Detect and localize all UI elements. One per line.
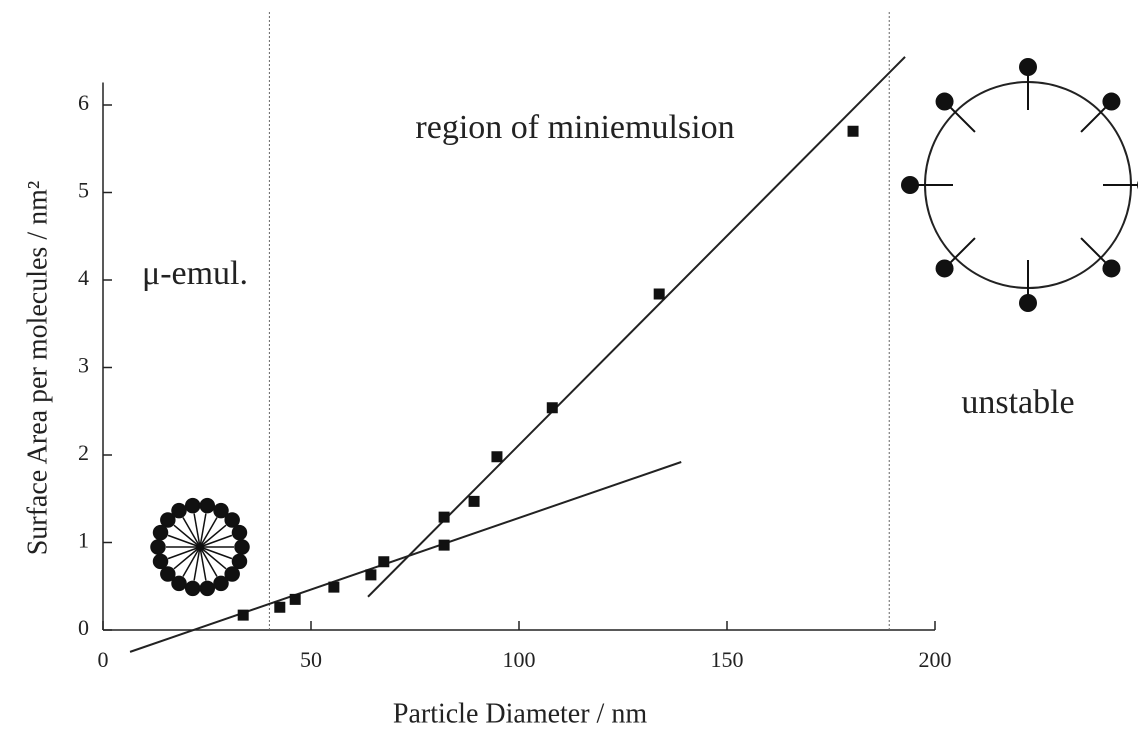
micelle-head <box>152 553 169 570</box>
micelle-head <box>160 512 176 528</box>
annotation: region of miniemulsion <box>415 109 734 146</box>
micelle-tail <box>193 546 201 581</box>
data-point <box>274 601 286 613</box>
micelle-tail <box>199 513 207 548</box>
data-point <box>491 451 503 463</box>
x-tick-label: 0 <box>98 647 109 672</box>
micelle-tail <box>193 513 201 548</box>
micelle-head <box>171 575 187 592</box>
data-point <box>546 402 558 414</box>
y-tick-label: 1 <box>78 528 89 553</box>
micelle-tail <box>199 546 207 581</box>
y-tick-label: 2 <box>78 440 89 465</box>
micelle-head <box>224 566 240 582</box>
micelle-tail <box>173 524 201 548</box>
micelle-head <box>234 539 250 555</box>
data-point <box>653 288 665 300</box>
micelle-tail <box>182 546 201 577</box>
y-tick-label: 0 <box>78 615 89 640</box>
micelle-head <box>199 497 216 514</box>
micelle-head <box>213 502 229 519</box>
surfactant-head <box>935 259 954 278</box>
y-axis-label: Surface Area per molecules / nm² <box>22 181 53 556</box>
micelle-tail <box>199 524 227 548</box>
x-tick-label: 100 <box>503 647 536 672</box>
micelle-tail <box>173 546 201 570</box>
y-tick-label: 5 <box>78 178 89 203</box>
micelle-tail <box>199 517 218 548</box>
x-tick-label: 200 <box>919 647 952 672</box>
y-tick-label: 3 <box>78 353 89 378</box>
annotation: μ-emul. <box>142 255 248 292</box>
fit-line <box>129 461 682 653</box>
surfactant-head <box>1019 294 1037 312</box>
micelle-tail <box>167 546 201 560</box>
micelle-head <box>224 512 240 528</box>
droplet-diagram <box>901 58 1138 312</box>
surfactant-head <box>1019 58 1037 76</box>
surfactant-head <box>935 92 954 111</box>
micelle-diagram <box>150 497 250 597</box>
y-tick-label: 6 <box>78 90 89 115</box>
micelle-head <box>160 566 176 582</box>
micelle-head <box>171 502 187 519</box>
micelle-head <box>150 539 166 555</box>
micelle-head <box>213 575 229 592</box>
data-point <box>365 569 377 581</box>
micelle-head <box>152 524 169 541</box>
micelle-head <box>184 580 201 597</box>
micelle-tail <box>199 534 233 548</box>
x-axis-label: Particle Diameter / nm <box>393 698 647 729</box>
data-point <box>847 125 859 137</box>
y-tick-label: 4 <box>78 265 89 290</box>
data-point <box>468 495 480 507</box>
micelle-head <box>184 497 201 514</box>
data-point <box>289 593 301 605</box>
x-tick-label: 50 <box>300 647 322 672</box>
fit-line <box>367 56 906 598</box>
micelle-head <box>231 524 248 541</box>
data-point <box>237 609 249 621</box>
micelle-tail <box>182 517 201 548</box>
surfactant-head <box>1102 92 1121 111</box>
micelle-tail <box>199 546 227 570</box>
micelle-tail <box>199 546 218 577</box>
data-point <box>328 581 340 593</box>
micelle-tail <box>199 546 233 560</box>
data-point <box>378 556 390 568</box>
micelle-tail <box>167 534 201 548</box>
micelle-head <box>231 553 248 570</box>
data-point <box>438 511 450 523</box>
data-point <box>438 539 450 551</box>
surfactant-head <box>901 176 919 194</box>
x-tick-label: 150 <box>711 647 744 672</box>
micelle-head <box>199 580 216 597</box>
surfactant-head <box>1102 259 1121 278</box>
annotation: unstable <box>961 384 1074 421</box>
